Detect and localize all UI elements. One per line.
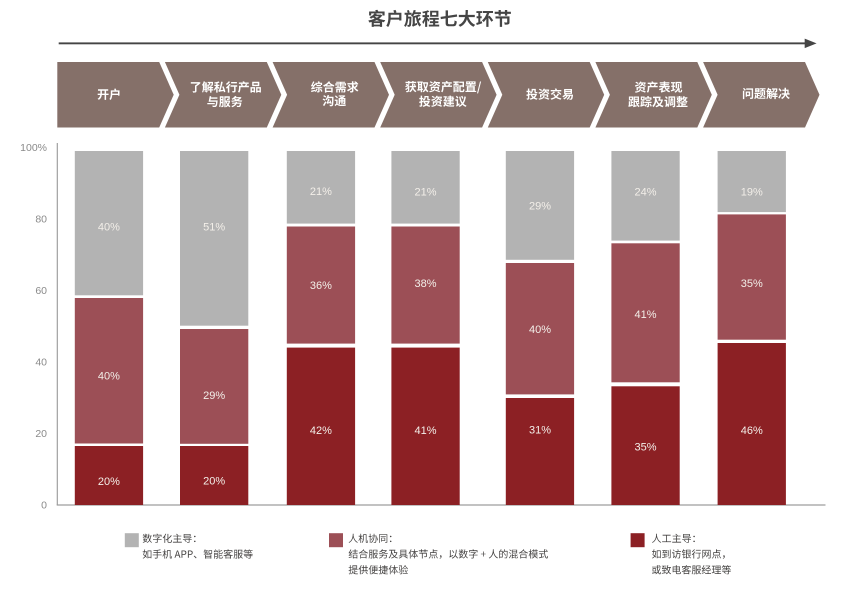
svg-text:46%: 46% [741, 425, 763, 437]
svg-text:40%: 40% [98, 370, 120, 382]
svg-text:20%: 20% [203, 476, 225, 488]
svg-text:42%: 42% [310, 425, 332, 437]
svg-text:40: 40 [35, 357, 47, 369]
svg-text:24%: 24% [634, 187, 656, 199]
svg-text:40%: 40% [98, 221, 120, 233]
svg-text:29%: 29% [203, 390, 225, 402]
svg-text:36%: 36% [310, 280, 332, 292]
svg-text:21%: 21% [310, 186, 332, 198]
svg-text:100%: 100% [20, 142, 47, 154]
svg-text:29%: 29% [529, 201, 551, 213]
svg-text:51%: 51% [203, 222, 225, 234]
svg-text:60: 60 [35, 285, 47, 297]
svg-text:20: 20 [35, 428, 47, 440]
svg-text:21%: 21% [414, 187, 436, 199]
svg-text:0: 0 [41, 500, 47, 512]
svg-text:38%: 38% [414, 278, 436, 290]
svg-text:35%: 35% [741, 278, 763, 290]
svg-text:41%: 41% [414, 425, 436, 437]
svg-text:20%: 20% [98, 476, 120, 488]
svg-text:19%: 19% [741, 187, 763, 199]
svg-text:31%: 31% [529, 425, 551, 437]
svg-text:80: 80 [35, 214, 47, 226]
svg-text:40%: 40% [529, 324, 551, 336]
svg-text:35%: 35% [634, 442, 656, 454]
svg-text:41%: 41% [634, 309, 656, 321]
